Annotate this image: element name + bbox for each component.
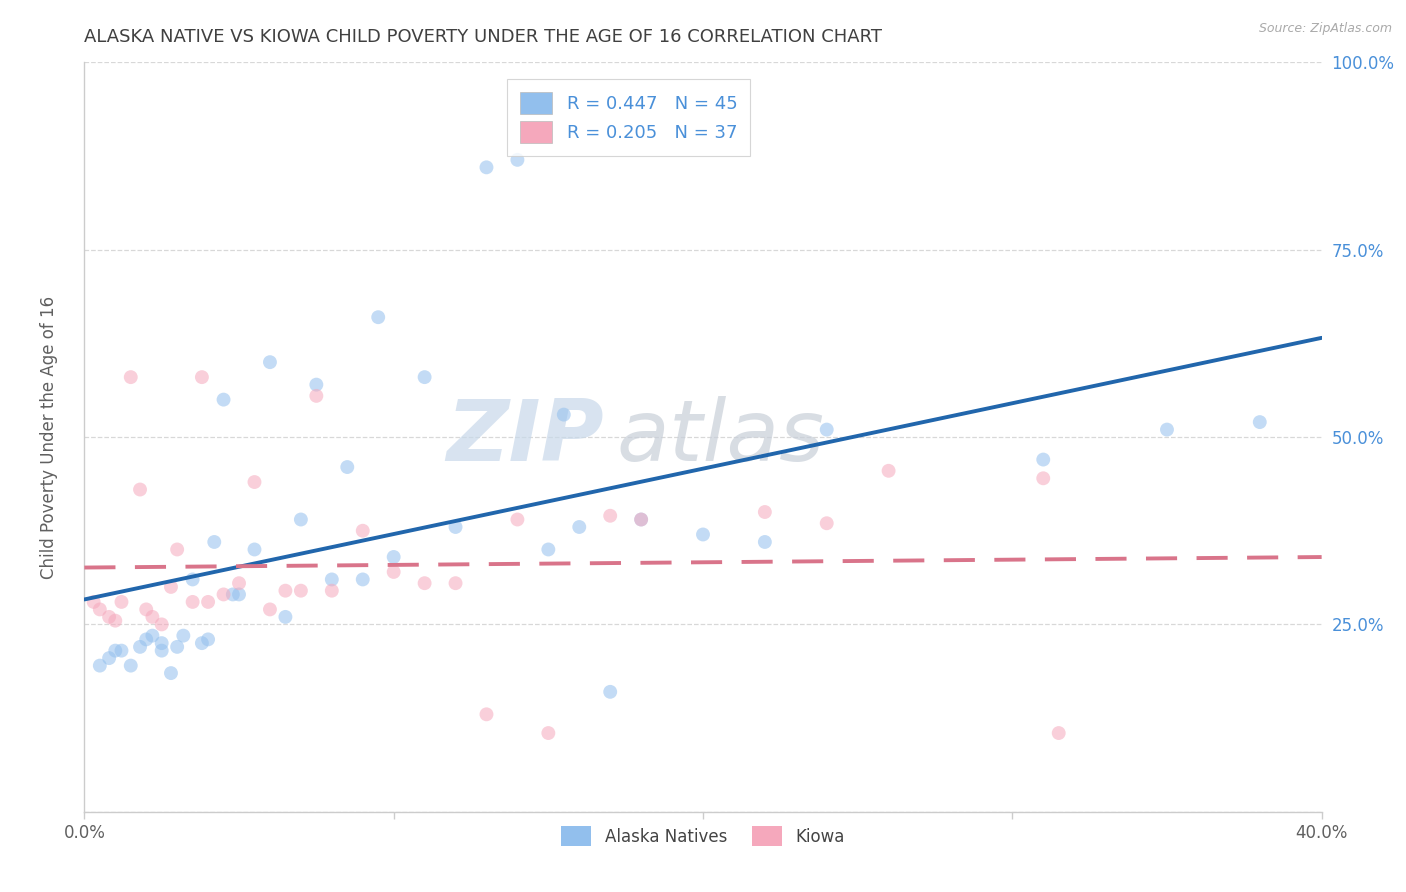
Point bbox=[110, 643, 132, 657]
Point bbox=[1249, 415, 1271, 429]
Text: atlas: atlas bbox=[616, 395, 824, 479]
Point bbox=[243, 475, 266, 489]
Point bbox=[259, 602, 281, 616]
Point bbox=[222, 587, 245, 601]
Point bbox=[150, 617, 173, 632]
Point bbox=[444, 520, 467, 534]
Point bbox=[98, 610, 121, 624]
Point bbox=[160, 580, 183, 594]
Point bbox=[506, 512, 529, 526]
Point bbox=[150, 643, 173, 657]
Point bbox=[352, 573, 374, 587]
Text: Source: ZipAtlas.com: Source: ZipAtlas.com bbox=[1258, 22, 1392, 36]
Point bbox=[475, 161, 498, 175]
Point bbox=[754, 535, 776, 549]
Point bbox=[1032, 471, 1054, 485]
Point bbox=[160, 666, 183, 681]
Point bbox=[191, 370, 214, 384]
Point bbox=[191, 636, 214, 650]
Point bbox=[336, 460, 359, 475]
Point bbox=[243, 542, 266, 557]
Point bbox=[815, 516, 838, 531]
Point bbox=[274, 610, 297, 624]
Point bbox=[599, 685, 621, 699]
Point bbox=[166, 640, 188, 654]
Point bbox=[197, 595, 219, 609]
Point bbox=[104, 614, 127, 628]
Point bbox=[181, 595, 204, 609]
Point bbox=[537, 726, 560, 740]
Text: ZIP: ZIP bbox=[446, 395, 605, 479]
Point bbox=[197, 632, 219, 647]
Point bbox=[1047, 726, 1070, 740]
Point bbox=[228, 587, 250, 601]
Point bbox=[290, 583, 312, 598]
Point bbox=[553, 408, 575, 422]
Point bbox=[98, 651, 121, 665]
Point bbox=[89, 658, 111, 673]
Point bbox=[166, 542, 188, 557]
Point bbox=[692, 527, 714, 541]
Point bbox=[599, 508, 621, 523]
Point bbox=[815, 423, 838, 437]
Point bbox=[537, 542, 560, 557]
Point bbox=[212, 392, 235, 407]
Point bbox=[413, 576, 436, 591]
Point bbox=[305, 377, 328, 392]
Point bbox=[228, 576, 250, 591]
Point bbox=[630, 512, 652, 526]
Point bbox=[877, 464, 900, 478]
Text: ALASKA NATIVE VS KIOWA CHILD POVERTY UNDER THE AGE OF 16 CORRELATION CHART: ALASKA NATIVE VS KIOWA CHILD POVERTY UND… bbox=[84, 28, 883, 45]
Point bbox=[1032, 452, 1054, 467]
Point bbox=[1156, 423, 1178, 437]
Point bbox=[104, 643, 127, 657]
Point bbox=[129, 483, 152, 497]
Point bbox=[120, 658, 142, 673]
Point bbox=[367, 310, 389, 325]
Point bbox=[141, 610, 163, 624]
Point bbox=[382, 565, 405, 579]
Point bbox=[259, 355, 281, 369]
Point bbox=[83, 595, 105, 609]
Point bbox=[212, 587, 235, 601]
Point bbox=[506, 153, 529, 167]
Point bbox=[135, 632, 157, 647]
Point bbox=[202, 535, 225, 549]
Point bbox=[120, 370, 142, 384]
Point bbox=[150, 636, 173, 650]
Point bbox=[129, 640, 152, 654]
Point bbox=[754, 505, 776, 519]
Point bbox=[135, 602, 157, 616]
Point bbox=[382, 549, 405, 564]
Point bbox=[141, 629, 163, 643]
Y-axis label: Child Poverty Under the Age of 16: Child Poverty Under the Age of 16 bbox=[39, 295, 58, 579]
Point bbox=[181, 573, 204, 587]
Legend: Alaska Natives, Kiowa: Alaska Natives, Kiowa bbox=[548, 813, 858, 860]
Point bbox=[444, 576, 467, 591]
Point bbox=[89, 602, 111, 616]
Point bbox=[274, 583, 297, 598]
Point bbox=[352, 524, 374, 538]
Point bbox=[413, 370, 436, 384]
Point bbox=[321, 573, 343, 587]
Point bbox=[475, 707, 498, 722]
Point bbox=[305, 389, 328, 403]
Point bbox=[290, 512, 312, 526]
Point bbox=[172, 629, 194, 643]
Point bbox=[321, 583, 343, 598]
Point bbox=[110, 595, 132, 609]
Point bbox=[630, 512, 652, 526]
Point bbox=[568, 520, 591, 534]
